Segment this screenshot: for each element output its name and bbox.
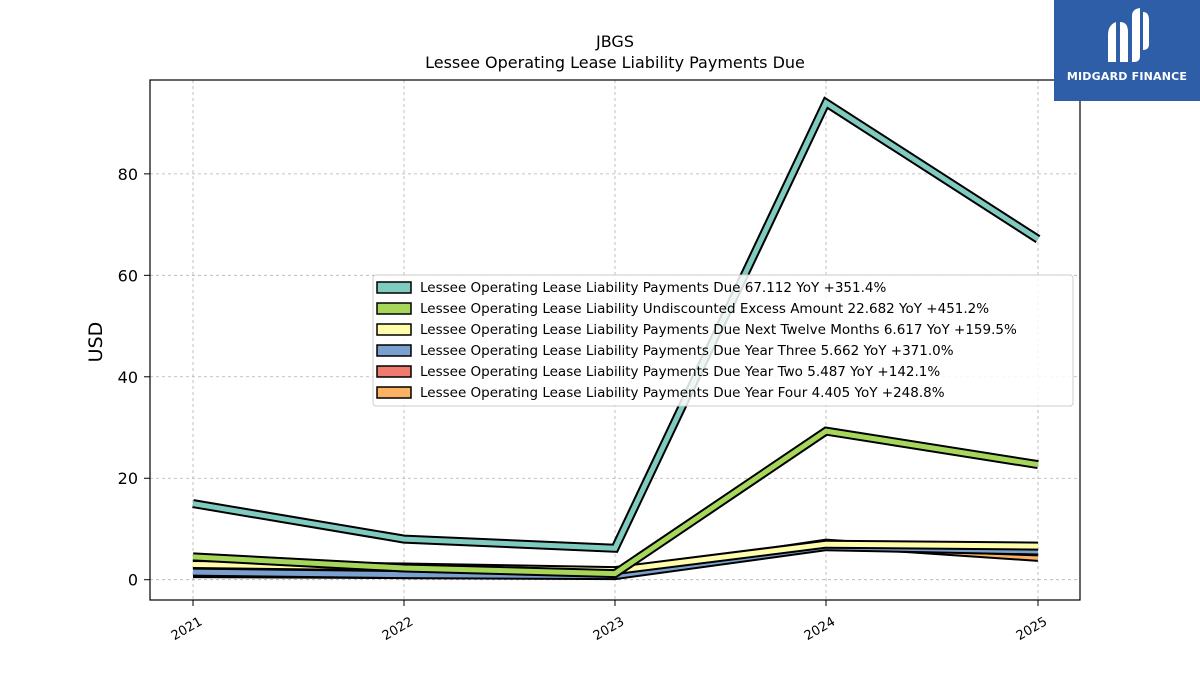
chart-title: JBGS <box>595 32 634 51</box>
brand-name: MIDGARD FINANCE <box>1066 70 1188 83</box>
x-tick-label: 2024 <box>802 614 838 644</box>
legend-swatch <box>376 302 412 315</box>
legend-label: Lessee Operating Lease Liability Payment… <box>420 385 945 401</box>
y-axis-label: USD <box>85 322 107 363</box>
legend-label: Lessee Operating Lease Liability Payment… <box>420 322 1017 338</box>
legend-swatch <box>376 365 412 378</box>
legend: Lessee Operating Lease Liability Payment… <box>372 274 1074 407</box>
legend-label: Lessee Operating Lease Liability Undisco… <box>420 301 989 317</box>
legend-swatch <box>376 281 412 294</box>
x-tick-label: 2022 <box>380 614 416 644</box>
y-tick-label: 60 <box>118 266 138 285</box>
series-line <box>192 96 1041 553</box>
brand-mark-icon <box>1108 8 1149 62</box>
y-tick-label: 80 <box>118 165 138 184</box>
legend-swatch <box>376 386 412 399</box>
plot-frame <box>149 79 1081 601</box>
legend-swatch <box>376 344 412 357</box>
series-line-fill <box>192 428 1039 577</box>
y-tick-label: 20 <box>118 469 138 488</box>
chart-subtitle: Lessee Operating Lease Liability Payment… <box>425 53 805 72</box>
legend-box <box>372 274 1074 407</box>
y-tick-label: 40 <box>118 368 138 387</box>
series-line <box>192 426 1039 579</box>
x-tick-label: 2025 <box>1014 614 1050 644</box>
x-tick-label: 2021 <box>169 614 205 644</box>
brand-logo: MIDGARD FINANCE <box>1054 0 1200 101</box>
x-tick-label: 2023 <box>591 614 627 644</box>
legend-swatch <box>376 323 412 336</box>
legend-label: Lessee Operating Lease Liability Payment… <box>420 343 954 359</box>
legend-label: Lessee Operating Lease Liability Payment… <box>420 280 886 296</box>
y-tick-label: 0 <box>128 571 138 590</box>
series-line-fill <box>192 99 1040 551</box>
legend-label: Lessee Operating Lease Liability Payment… <box>420 364 940 380</box>
